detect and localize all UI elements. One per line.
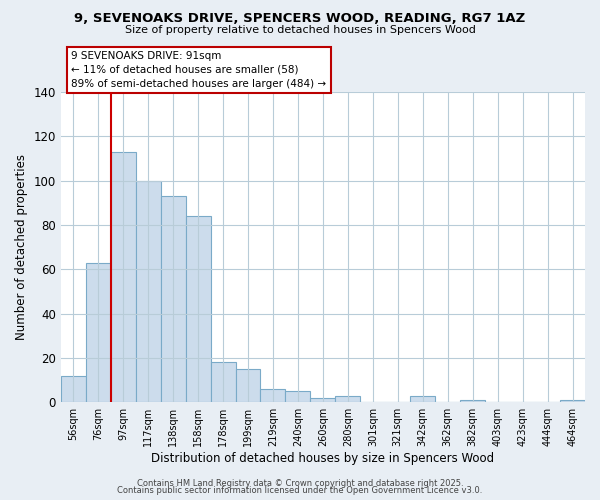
Bar [111,152,136,402]
Bar [286,391,310,402]
Bar [86,262,111,402]
Text: 9 SEVENOAKS DRIVE: 91sqm
← 11% of detached houses are smaller (58)
89% of semi-d: 9 SEVENOAKS DRIVE: 91sqm ← 11% of detach… [71,50,326,88]
Bar [460,400,485,402]
Bar [335,396,361,402]
Text: Size of property relative to detached houses in Spencers Wood: Size of property relative to detached ho… [125,25,475,35]
Bar [560,400,585,402]
Text: Contains HM Land Registry data © Crown copyright and database right 2025.: Contains HM Land Registry data © Crown c… [137,478,463,488]
Bar [61,376,86,402]
Bar [211,362,236,403]
Y-axis label: Number of detached properties: Number of detached properties [15,154,28,340]
Text: Contains public sector information licensed under the Open Government Licence v3: Contains public sector information licen… [118,486,482,495]
Bar [161,196,185,402]
X-axis label: Distribution of detached houses by size in Spencers Wood: Distribution of detached houses by size … [151,452,494,465]
Bar [310,398,335,402]
Text: 9, SEVENOAKS DRIVE, SPENCERS WOOD, READING, RG7 1AZ: 9, SEVENOAKS DRIVE, SPENCERS WOOD, READI… [74,12,526,26]
Bar [185,216,211,402]
Bar [136,180,161,402]
Bar [410,396,435,402]
Bar [260,389,286,402]
Bar [236,369,260,402]
